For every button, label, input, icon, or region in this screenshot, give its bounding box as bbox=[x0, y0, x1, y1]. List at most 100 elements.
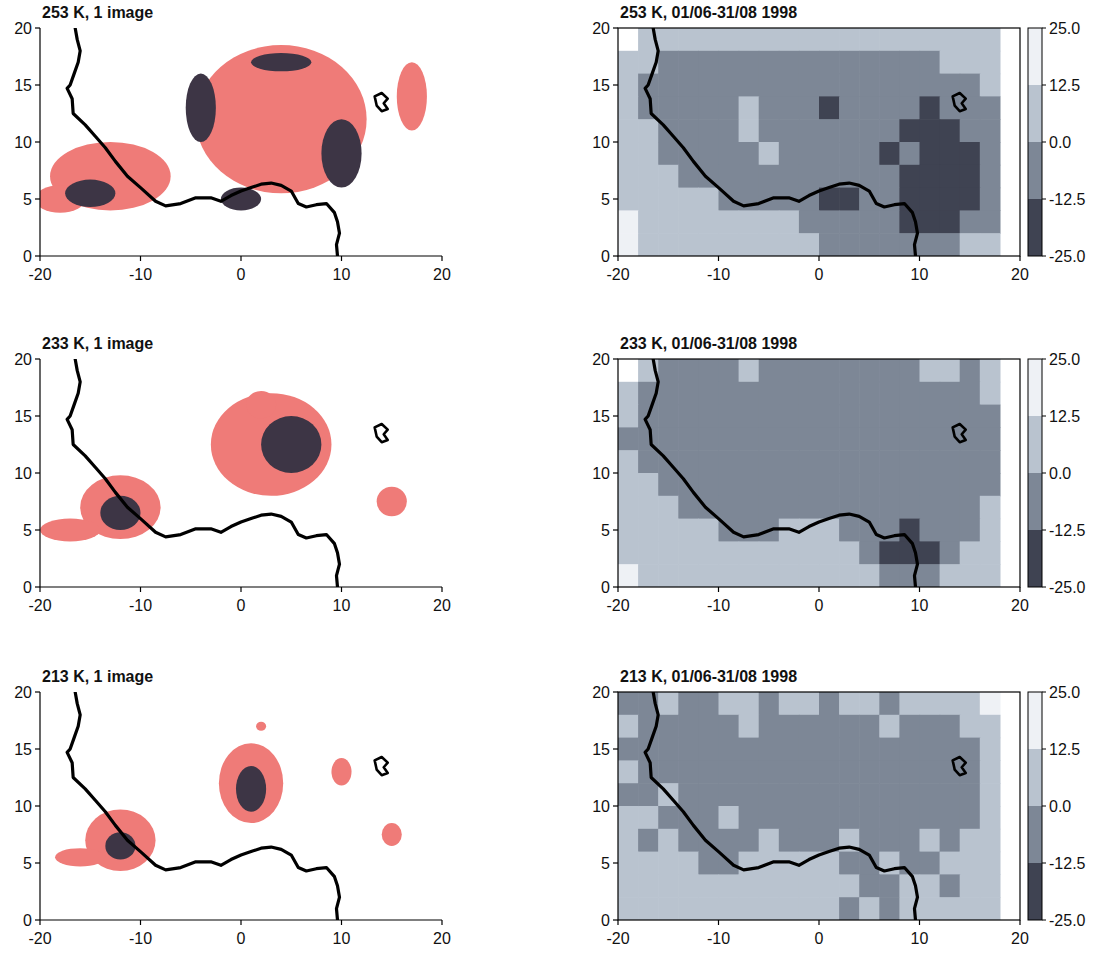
heat-cell bbox=[980, 450, 1001, 473]
heat-cell bbox=[899, 450, 920, 473]
heat-cell bbox=[920, 233, 941, 256]
heat-cell bbox=[960, 692, 981, 715]
heat-cell bbox=[698, 473, 719, 496]
heat-cell bbox=[658, 96, 679, 119]
y-tick bbox=[613, 529, 618, 530]
colorbar-label: 12.5 bbox=[1049, 741, 1080, 758]
colorbar-tick bbox=[1042, 692, 1046, 693]
heat-cell bbox=[960, 806, 981, 829]
heat-cell bbox=[960, 852, 981, 875]
x-tick-label: 0 bbox=[815, 266, 824, 283]
panel: -20-100102005101520213 K, 1 image bbox=[14, 668, 451, 947]
plot-area bbox=[40, 359, 407, 587]
y-tick bbox=[35, 255, 40, 256]
heat-cell bbox=[658, 405, 679, 428]
heat-cell bbox=[839, 405, 860, 428]
plot-area bbox=[618, 28, 1001, 256]
heat-cell bbox=[920, 51, 941, 74]
heat-cell bbox=[879, 874, 900, 897]
y-tick bbox=[35, 198, 40, 199]
heat-cell bbox=[698, 405, 719, 428]
heat-cell bbox=[879, 142, 900, 165]
y-tick bbox=[35, 141, 40, 142]
colorbar-label: -25.0 bbox=[1049, 248, 1086, 265]
heat-cell bbox=[819, 74, 840, 97]
heat-cell bbox=[759, 806, 780, 829]
heat-cell bbox=[879, 541, 900, 564]
cloud-core bbox=[251, 53, 311, 71]
x-tick-label: 10 bbox=[911, 930, 929, 947]
y-tick bbox=[35, 748, 40, 749]
heat-cell bbox=[638, 450, 659, 473]
heat-cell bbox=[739, 852, 760, 875]
heat-cell bbox=[779, 233, 800, 256]
heat-cell bbox=[739, 564, 760, 587]
colorbar-label: -25.0 bbox=[1049, 912, 1086, 929]
heat-cell bbox=[698, 692, 719, 715]
heat-cell bbox=[779, 874, 800, 897]
heat-cell bbox=[960, 473, 981, 496]
heat-cell bbox=[719, 760, 740, 783]
x-tick bbox=[919, 256, 920, 261]
heat-cell bbox=[940, 564, 961, 587]
x-tick-label: 0 bbox=[237, 597, 246, 614]
heat-cell bbox=[920, 897, 941, 920]
heat-cell bbox=[618, 541, 639, 564]
colorbar-tick bbox=[1042, 587, 1046, 588]
heat-cell bbox=[839, 738, 860, 761]
heat-cell bbox=[879, 51, 900, 74]
heat-cell bbox=[819, 564, 840, 587]
heat-cell bbox=[859, 738, 880, 761]
heat-cell bbox=[819, 806, 840, 829]
heat-cell bbox=[719, 450, 740, 473]
heat-cell bbox=[899, 427, 920, 450]
heat-cell bbox=[638, 564, 659, 587]
heat-cell bbox=[739, 165, 760, 188]
colorbar-band bbox=[1028, 28, 1042, 85]
heat-cell bbox=[960, 165, 981, 188]
heat-cell bbox=[739, 897, 760, 920]
heat-cell bbox=[698, 738, 719, 761]
cloud-core bbox=[236, 766, 266, 812]
heat-cell bbox=[920, 692, 941, 715]
x-tick-label: -20 bbox=[606, 597, 629, 614]
x-tick bbox=[240, 920, 241, 925]
heat-cell bbox=[940, 496, 961, 519]
heat-cell bbox=[960, 829, 981, 852]
colorbar-label: 25.0 bbox=[1049, 20, 1080, 37]
heat-cell bbox=[980, 233, 1001, 256]
heat-cell bbox=[899, 473, 920, 496]
heat-cell bbox=[799, 51, 820, 74]
heat-cell bbox=[719, 165, 740, 188]
heat-cell bbox=[879, 806, 900, 829]
y-tick-label: 20 bbox=[14, 351, 32, 368]
heat-cell bbox=[879, 564, 900, 587]
heat-cell bbox=[859, 233, 880, 256]
heat-cell bbox=[920, 165, 941, 188]
heat-cell bbox=[960, 760, 981, 783]
heat-cell bbox=[879, 715, 900, 738]
colorbar-tick bbox=[1042, 863, 1046, 864]
heat-cell bbox=[658, 874, 679, 897]
x-tick bbox=[341, 256, 342, 261]
heat-cell bbox=[719, 119, 740, 142]
heat-cell bbox=[799, 806, 820, 829]
heat-cell bbox=[940, 382, 961, 405]
colorbar-label: -25.0 bbox=[1049, 579, 1086, 596]
heat-cell bbox=[859, 210, 880, 233]
heat-cell bbox=[719, 783, 740, 806]
heat-cell bbox=[819, 738, 840, 761]
heat-cell bbox=[739, 119, 760, 142]
colorbar-band bbox=[1028, 142, 1042, 199]
y-tick bbox=[35, 472, 40, 473]
lake-outline bbox=[953, 93, 966, 111]
x-tick bbox=[617, 587, 618, 592]
heat-cell bbox=[658, 51, 679, 74]
colorbar-label: 25.0 bbox=[1049, 351, 1080, 368]
heat-cell bbox=[980, 473, 1001, 496]
colorbar-tick bbox=[1042, 416, 1046, 417]
heat-cell bbox=[739, 496, 760, 519]
heat-cell bbox=[618, 519, 639, 542]
colorbar-label: 12.5 bbox=[1049, 408, 1080, 425]
heat-cell bbox=[879, 692, 900, 715]
